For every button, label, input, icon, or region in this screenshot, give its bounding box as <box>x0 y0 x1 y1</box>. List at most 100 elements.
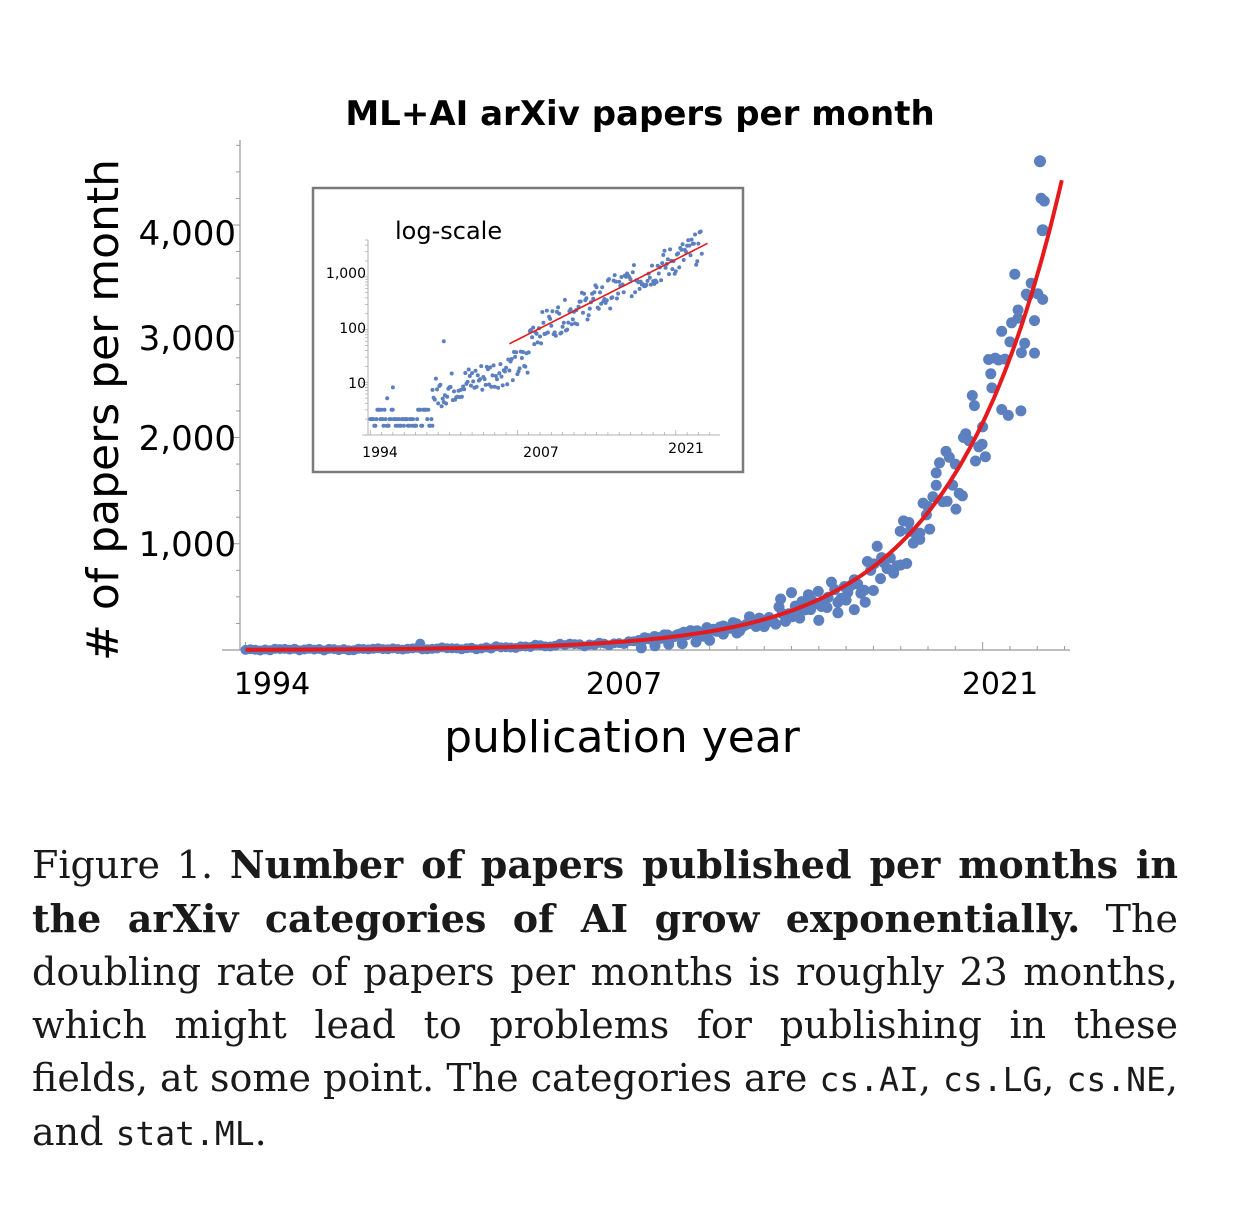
inset-data-point <box>699 251 704 256</box>
inset-data-point <box>473 368 478 373</box>
data-point <box>956 490 968 502</box>
inset-frame <box>311 186 745 474</box>
inset-data-point <box>465 379 470 384</box>
inset-data-point <box>561 320 566 325</box>
data-point <box>968 400 980 412</box>
inset-data-point <box>617 279 622 284</box>
inset-data-point <box>600 285 605 290</box>
inset-data-point <box>548 316 553 321</box>
data-point <box>859 596 871 608</box>
inset-data-point <box>582 291 587 296</box>
inset-data-point <box>385 396 390 401</box>
inset-data-point <box>604 298 609 303</box>
inset-data-point <box>629 294 634 299</box>
inset-data-point <box>553 333 558 338</box>
data-point <box>950 503 962 515</box>
inset-data-point <box>498 362 503 367</box>
inset-data-point <box>488 365 493 370</box>
caption-body: The doubling rate of papers per months i… <box>32 897 1178 1100</box>
inset-data-point <box>396 417 401 422</box>
inset-data-point <box>538 334 542 339</box>
inset-data-point <box>440 396 445 401</box>
inset-data-point <box>599 301 604 306</box>
data-point <box>985 368 997 380</box>
inset-data-point <box>661 253 666 257</box>
inset-data-point <box>586 313 591 318</box>
inset-data-point <box>648 282 653 287</box>
inset-data-point <box>631 263 636 268</box>
inset-data-point <box>381 423 386 428</box>
inset-data-point <box>418 407 423 412</box>
inset-data-point <box>398 423 403 428</box>
inset-y-tick-100: 100 <box>339 321 366 337</box>
inset-data-point <box>445 394 450 399</box>
inset-data-point <box>650 263 654 268</box>
inset-data-point <box>575 322 580 327</box>
inset-data-point <box>569 322 574 327</box>
data-point <box>875 573 886 585</box>
data-point <box>979 451 991 463</box>
inset-data-point <box>388 417 393 422</box>
inset-y-tick-1000: 1,000 <box>326 266 366 282</box>
data-point <box>649 640 661 652</box>
inset-data-point <box>482 377 487 382</box>
inset-data-point <box>407 423 411 428</box>
inset-data-point <box>677 265 682 270</box>
inset-data-point <box>681 258 686 262</box>
inset-data-point <box>448 385 453 389</box>
inset-data-point <box>525 370 530 375</box>
data-point <box>867 585 879 596</box>
inset-data-point <box>535 340 540 345</box>
log-scale-inset: log-scale 1,000 100 10 1994 2007 2021 <box>311 186 745 474</box>
data-point <box>996 325 1008 337</box>
inset-data-point <box>630 270 635 275</box>
data-point <box>1034 155 1046 168</box>
inset-data-point <box>491 363 496 368</box>
data-point <box>813 614 825 626</box>
data-point <box>1029 347 1040 359</box>
inset-data-point <box>382 407 387 412</box>
data-point <box>871 540 883 552</box>
data-point <box>1009 268 1021 280</box>
inset-data-point <box>390 385 395 390</box>
category-cs-ne: cs.NE <box>1066 1060 1166 1099</box>
figure-caption: Figure 1. Number of papers published per… <box>32 842 1178 1154</box>
inset-data-point <box>523 364 528 369</box>
caption-label: Figure 1. <box>32 843 214 887</box>
inset-data-point <box>459 394 464 399</box>
inset-data-point <box>374 417 379 422</box>
data-point <box>966 390 978 401</box>
data-point <box>924 523 936 535</box>
inset-data-point <box>432 397 437 402</box>
data-point <box>1019 337 1031 349</box>
inset-data-point <box>592 290 597 295</box>
inset-x-tick-2021: 2021 <box>668 441 704 457</box>
inset-data-point <box>584 296 589 301</box>
inset-data-point <box>513 354 518 359</box>
inset-data-point <box>610 295 615 300</box>
inset-data-point <box>458 387 463 392</box>
inset-data-point <box>530 335 535 340</box>
data-point <box>415 638 426 649</box>
inset-data-point <box>500 383 505 388</box>
inset-data-point <box>519 356 524 360</box>
inset-data-point <box>676 251 681 256</box>
data-point <box>1029 315 1040 327</box>
inset-data-point <box>534 331 539 336</box>
category-cs-ai: cs.AI <box>819 1060 919 1099</box>
inset-data-point <box>613 279 618 284</box>
inset-fit-line <box>509 242 708 345</box>
y-tick-label-4000: 4,000 <box>139 214 236 254</box>
inset-data-point <box>462 387 467 392</box>
inset-data-point <box>607 277 611 282</box>
data-point <box>663 638 675 650</box>
inset-data-point <box>444 401 449 406</box>
inset-data-point <box>541 320 546 325</box>
inset-data-point <box>578 299 583 304</box>
inset-data-point <box>645 278 650 283</box>
inset-data-point <box>438 382 443 387</box>
data-point <box>958 432 969 443</box>
inset-data-point <box>426 407 431 412</box>
inset-data-point <box>633 290 638 295</box>
inset-data-point <box>469 383 473 388</box>
